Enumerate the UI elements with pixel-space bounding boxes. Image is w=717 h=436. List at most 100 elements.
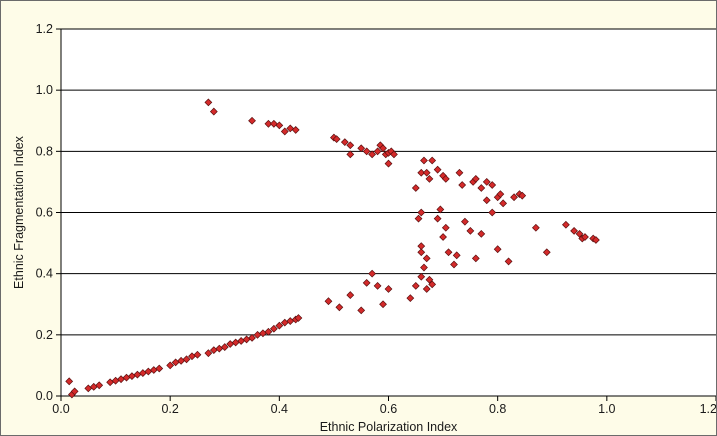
data-point	[466, 226, 475, 235]
data-point	[248, 116, 256, 125]
y-tick-label: 0.4	[36, 267, 53, 281]
y-tick-label: 0.0	[36, 389, 53, 403]
data-point	[422, 254, 431, 263]
data-point	[428, 156, 437, 165]
x-tick-label: 1.2	[700, 402, 716, 416]
x-tick-labels: 0.0 0.2 0.4 0.6 0.8 1.0 1.2	[52, 402, 716, 416]
data-point	[581, 233, 589, 241]
data-point	[332, 135, 341, 143]
data-point	[357, 144, 366, 153]
data-point	[346, 150, 355, 159]
data-point	[379, 144, 387, 153]
data-point	[269, 324, 278, 333]
y-tick-label: 0.8	[36, 144, 53, 158]
data-point	[493, 245, 502, 254]
data-point	[436, 205, 445, 214]
data-point	[417, 168, 426, 177]
data-point	[441, 174, 450, 183]
data-point	[368, 150, 377, 159]
data-point	[362, 278, 371, 287]
data-point	[373, 147, 382, 156]
data-point	[275, 121, 284, 130]
data-point	[275, 321, 284, 330]
data-point	[411, 184, 420, 192]
data-point	[384, 159, 393, 168]
data-point	[368, 269, 377, 278]
data-point	[562, 220, 570, 229]
data-point	[518, 191, 527, 200]
data-point	[291, 126, 300, 134]
data-point	[425, 275, 434, 284]
data-point	[379, 300, 387, 309]
data-point	[204, 349, 213, 358]
tick-marks	[56, 28, 716, 401]
data-point	[422, 285, 431, 293]
data-point	[477, 184, 486, 192]
x-tick-label: 0.0	[52, 402, 69, 416]
data-point	[488, 208, 497, 217]
data-point	[406, 294, 415, 303]
data-point	[248, 333, 256, 342]
data-point	[592, 236, 600, 244]
data-point	[488, 181, 497, 189]
data-point	[420, 156, 428, 165]
data-point	[324, 297, 333, 306]
data-point	[340, 138, 349, 147]
data-point	[482, 178, 491, 186]
data-point	[496, 190, 505, 199]
data-point	[220, 343, 229, 351]
data-point	[264, 119, 273, 128]
data-point	[70, 387, 79, 396]
x-tick-label: 1.0	[598, 402, 615, 416]
data-point	[542, 248, 551, 257]
data-point	[346, 141, 355, 150]
data-point	[482, 196, 491, 205]
data-point	[264, 327, 273, 336]
data-point	[417, 242, 426, 251]
data-point	[499, 199, 508, 208]
data-point	[417, 208, 426, 217]
data-point	[450, 260, 458, 269]
data-point	[346, 291, 355, 299]
data-point	[425, 174, 434, 183]
data-point	[458, 181, 467, 189]
x-axis-title: Ethnic Polarization Index	[320, 420, 458, 434]
data-point	[95, 381, 104, 390]
data-point	[477, 230, 486, 238]
x-tick-label: 0.2	[161, 402, 178, 416]
data-point	[286, 124, 295, 133]
data-point	[428, 280, 437, 289]
data-point	[280, 127, 289, 136]
y-tick-label: 0.6	[36, 206, 53, 220]
data-point	[439, 233, 447, 241]
data-point	[155, 364, 164, 373]
data-point	[357, 306, 366, 315]
data-point	[422, 168, 431, 177]
data-point	[373, 282, 382, 290]
data-point	[452, 251, 461, 260]
data-point	[294, 314, 303, 322]
data-point	[471, 254, 480, 263]
data-point	[204, 98, 213, 107]
y-axis-title: Ethnic Fragmentation Index	[12, 135, 26, 289]
data-point	[575, 230, 584, 238]
data-point	[384, 285, 393, 293]
data-point	[182, 355, 191, 364]
data-point	[471, 174, 480, 183]
data-points	[65, 98, 600, 399]
data-point	[461, 217, 469, 226]
data-point	[531, 223, 540, 232]
data-point	[390, 150, 398, 159]
data-point	[433, 214, 442, 223]
data-point	[411, 282, 420, 290]
x-tick-label: 0.8	[489, 402, 506, 416]
data-point	[417, 248, 426, 257]
data-point	[269, 119, 278, 128]
data-point	[166, 361, 175, 370]
data-point	[570, 226, 578, 235]
data-point	[444, 248, 453, 257]
data-point	[335, 303, 344, 312]
data-point	[455, 168, 464, 177]
